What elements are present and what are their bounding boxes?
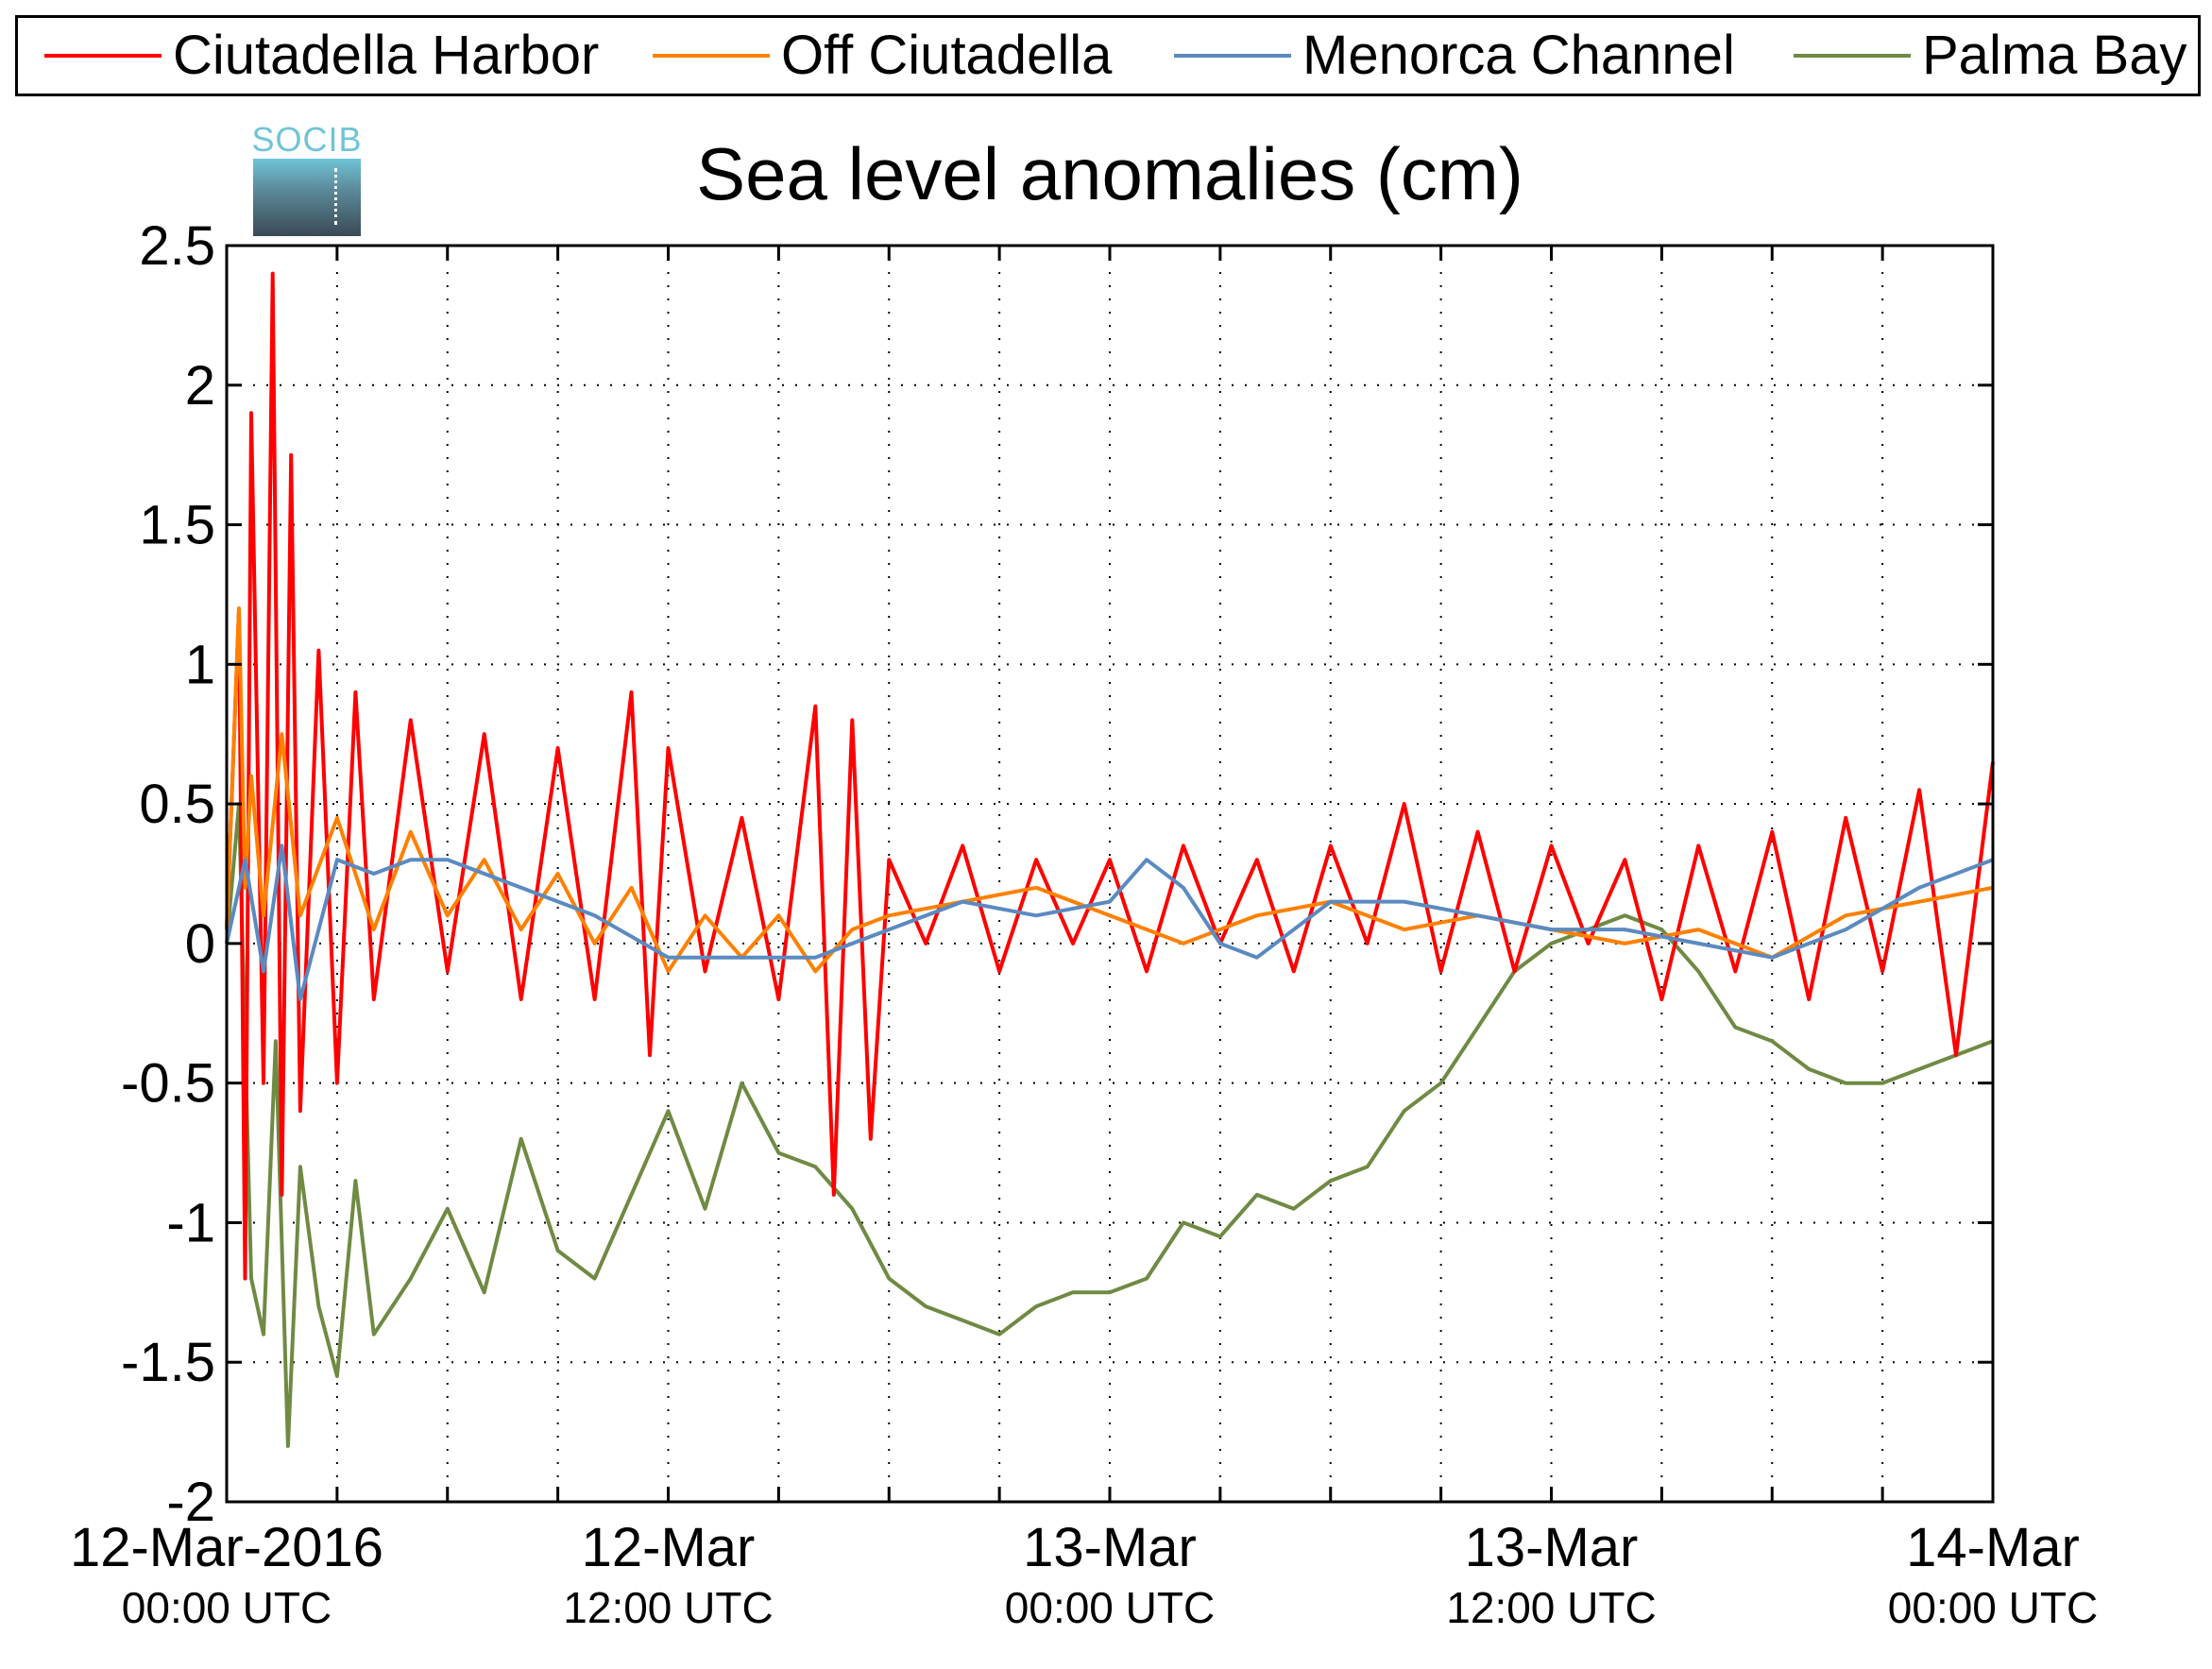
y-tick-label: 1.5 [139, 495, 215, 556]
logo-text: SOCIB [251, 120, 363, 159]
x-tick-label: 12-Mar-2016 [70, 1517, 383, 1578]
x-tick-label: 13-Mar [1023, 1517, 1197, 1578]
series-lines [225, 271, 1995, 1448]
series-line-menorca-channel [225, 843, 1994, 1001]
legend-label: Palma Bay [1922, 25, 2187, 86]
x-tick-label: 13-Mar [1465, 1517, 1639, 1578]
legend-label: Menorca Channel [1302, 25, 1735, 86]
chart-title: Sea level anomalies (cm) [696, 132, 1523, 215]
y-tick-label: 0 [185, 913, 215, 975]
y-tick-label: 2.5 [139, 215, 215, 277]
legend-item-ciutadella-harbor: Ciutadella Harbor [44, 18, 599, 94]
legend-label: Ciutadella Harbor [173, 25, 600, 86]
series-line-ciutadella-harbor [225, 271, 1995, 1281]
legend-item-off-ciutadella: Off Ciutadella [653, 18, 1112, 94]
y-tick-label: -0.5 [121, 1053, 215, 1115]
y-tick-label: -2 [166, 1472, 215, 1533]
legend-swatch-off-ciutadella [653, 54, 770, 58]
x-tick-sublabel: 12:00 UTC [1446, 1583, 1656, 1632]
x-tick-sublabel: 00:00 UTC [122, 1583, 332, 1632]
logo-graphic [253, 159, 361, 236]
legend-label: Off Ciutadella [781, 25, 1113, 86]
y-tick-label: -1 [166, 1192, 215, 1253]
x-tick-label: 12-Mar [582, 1517, 756, 1578]
axis-ticks: 2.5 2 1.5 1 0.5 0 -0.5 -1 -1.5 -212-Mar-2016 00:00… [70, 215, 2098, 1632]
legend-swatch-ciutadella-harbor [44, 54, 162, 58]
legend-swatch-palma-bay [1794, 54, 1911, 58]
x-tick-sublabel: 00:00 UTC [1005, 1583, 1215, 1632]
legend-item-menorca-channel: Menorca Channel [1174, 18, 1735, 94]
series-line-palma-bay [225, 802, 1994, 1448]
x-tick-sublabel: 12:00 UTC [563, 1583, 773, 1632]
x-tick-label: 14-Mar [1906, 1517, 2080, 1578]
y-tick-label: 1 [185, 634, 215, 695]
legend-swatch-menorca-channel [1174, 54, 1291, 58]
legend: Ciutadella Harbor Off Ciutadella Menorca… [15, 15, 2201, 96]
y-tick-label: 0.5 [139, 774, 215, 835]
legend-item-palma-bay: Palma Bay [1794, 18, 2186, 94]
y-tick-label: 2 [185, 355, 215, 417]
socib-logo: SOCIB [251, 121, 363, 236]
x-tick-sublabel: 00:00 UTC [1888, 1583, 2098, 1632]
y-tick-label: -1.5 [121, 1332, 215, 1393]
